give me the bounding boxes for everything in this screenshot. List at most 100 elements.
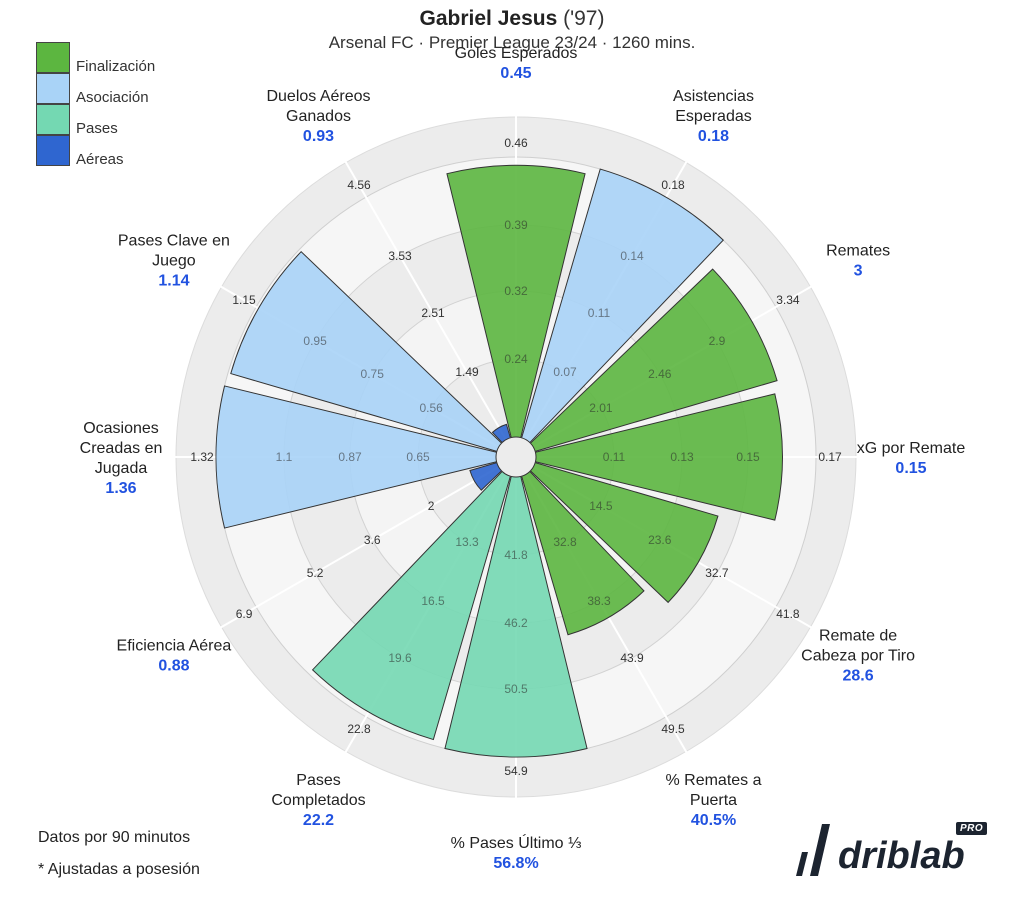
tick-label: 2.01 (589, 401, 613, 415)
wedge-1 (520, 168, 724, 444)
tick-label: 0.65 (406, 450, 430, 464)
category-value: 56.8% (493, 855, 538, 872)
category-label: Eficiencia Aérea (117, 638, 232, 655)
legend-swatch (36, 42, 70, 73)
legend-label: Pases (76, 120, 118, 137)
tick-label: 1.1 (276, 450, 293, 464)
tick-label: 0.75 (361, 367, 385, 381)
category-value: 3 (854, 263, 863, 280)
category-value: 1.14 (158, 273, 189, 290)
legend-label: Finalización (76, 58, 156, 75)
category-label: Esperadas (675, 108, 752, 125)
tick-label: 0.18 (661, 178, 685, 192)
legend-item-asociacion: Asociación (36, 73, 196, 106)
brand-pro-badge: PRO (956, 822, 988, 835)
category-label: Completados (271, 792, 365, 809)
tick-label: 0.95 (303, 334, 327, 348)
category-label: Pases Clave en (118, 233, 230, 250)
category-value: 22.2 (303, 812, 334, 829)
wedge-5 (520, 470, 645, 636)
tick-label: 16.5 (421, 594, 445, 608)
chart-header: Gabriel Jesus ('97) Arsenal FC · Premier… (0, 6, 1024, 54)
category-label: Ocasiones (83, 420, 159, 437)
tick-label: 0.13 (670, 450, 694, 464)
legend: Finalización Asociación Pases Aéreas (36, 42, 196, 168)
category-label: % Remates a (665, 772, 761, 789)
category-label: xG por Remate (857, 440, 966, 457)
radial-line (196, 466, 500, 642)
tick-label: 46.2 (504, 616, 528, 630)
tick-label: 2.9 (709, 334, 726, 348)
wedge-4 (529, 461, 719, 604)
wedge-10 (230, 250, 503, 453)
tick-label: 6.9 (236, 607, 253, 621)
category-label: Remate de (819, 628, 897, 645)
category-label: Jugada (95, 460, 148, 477)
tick-label: 14.5 (589, 499, 613, 513)
wedge-11 (491, 423, 512, 444)
legend-item-finalizacion: Finalización (36, 42, 196, 75)
tick-label: 0.87 (338, 450, 362, 464)
wedge-8 (469, 461, 503, 491)
tick-label: 1.32 (190, 450, 214, 464)
tick-label: 0.24 (504, 352, 528, 366)
tick-label: 22.8 (347, 722, 371, 736)
category-value: 40.5% (691, 812, 736, 829)
wedge-3 (534, 393, 783, 521)
tick-label: 19.6 (388, 651, 412, 665)
tick-label: 2.46 (648, 367, 672, 381)
driblab-logo-mark-icon (796, 824, 830, 876)
tick-label: 32.7 (705, 566, 729, 580)
category-label: % Pases Último ⅓ (451, 833, 582, 852)
footnotes: Datos por 90 minutos * Ajustadas a poses… (38, 822, 200, 886)
tick-label: 2 (428, 499, 435, 513)
tick-label: 5.2 (307, 566, 324, 580)
tick-label: 3.6 (364, 533, 381, 547)
category-label: Creadas en (80, 440, 163, 457)
tick-label: 49.5 (661, 722, 685, 736)
tick-label: 13.3 (455, 535, 479, 549)
tick-label: 0.11 (588, 306, 611, 320)
footnote-possession: * Ajustadas a posesión (38, 861, 200, 878)
legend-swatch (36, 104, 70, 135)
tick-label: 0.32 (504, 284, 528, 298)
category-label: Pases (296, 772, 340, 789)
tick-label: 0.39 (504, 218, 528, 232)
tick-label: 4.56 (347, 178, 371, 192)
tick-label: 50.5 (504, 682, 528, 696)
wedge-7 (311, 470, 512, 741)
wedge-6 (444, 475, 588, 758)
legend-item-pases: Pases (36, 104, 196, 137)
wedge-9 (215, 385, 498, 529)
tick-label: 41.8 (504, 548, 528, 562)
category-value: 0.88 (158, 658, 189, 675)
tick-label: 1.15 (232, 293, 256, 307)
legend-label: Asociación (76, 89, 149, 106)
category-value: 0.45 (500, 65, 531, 82)
tick-label: 0.11 (603, 450, 626, 464)
player-name: Gabriel Jesus (419, 7, 558, 30)
category-value: 1.36 (105, 480, 136, 497)
legend-label: Aéreas (76, 151, 124, 168)
tick-label: 41.8 (776, 607, 800, 621)
tick-label: 0.07 (553, 365, 577, 379)
legend-swatch (36, 73, 70, 104)
category-value: 0.93 (303, 128, 334, 145)
driblab-logo: driblab PRO (790, 814, 1000, 880)
category-label: Cabeza por Tiro (801, 648, 915, 665)
tick-label: 0.46 (504, 136, 528, 150)
tick-label: 38.3 (587, 594, 611, 608)
legend-item-aereas: Aéreas (36, 135, 196, 168)
tick-label: 3.53 (388, 249, 412, 263)
wedge-2 (529, 268, 778, 453)
category-label: Ganados (286, 108, 351, 125)
tick-label: 0.17 (818, 450, 842, 464)
category-label: Asistencias (673, 88, 754, 105)
tick-label: 43.9 (620, 651, 644, 665)
category-value: 0.18 (698, 128, 729, 145)
tick-label: 1.49 (455, 365, 479, 379)
chart-title: Gabriel Jesus ('97) (0, 6, 1024, 32)
player-birth-year: ('97) (563, 7, 605, 30)
